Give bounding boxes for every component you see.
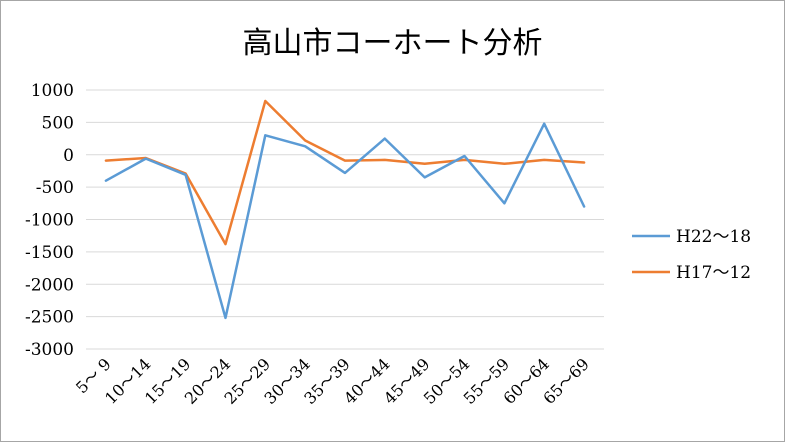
y-tick-label: -2500 [25, 308, 74, 328]
series-lines [104, 99, 586, 320]
y-tick-label: -1500 [25, 243, 74, 263]
grid-lines [86, 89, 604, 350]
legend-label: H22～18 [676, 227, 751, 247]
x-tick-labels: 5～ 910～1415～1920～2425～2930～3435～3940～444… [72, 354, 593, 408]
y-tick-label: 1000 [31, 81, 74, 101]
y-tick-label: 500 [42, 113, 74, 133]
legend: H22～18 H17～12 [632, 227, 751, 283]
y-tick-label: -1000 [25, 211, 74, 231]
y-tick-label: -2000 [25, 275, 74, 295]
y-tick-label: -3000 [25, 340, 74, 360]
y-tick-label: 0 [63, 146, 74, 166]
series-line [104, 122, 586, 320]
chart-title: 高山市コーホート分析 [242, 26, 543, 61]
y-tick-label: -500 [36, 178, 74, 198]
y-tick-labels: 1000 500 0 -500 -1000 -1500 -2000 -2500 -3000 [25, 81, 74, 360]
legend-label: H17～12 [676, 263, 751, 283]
